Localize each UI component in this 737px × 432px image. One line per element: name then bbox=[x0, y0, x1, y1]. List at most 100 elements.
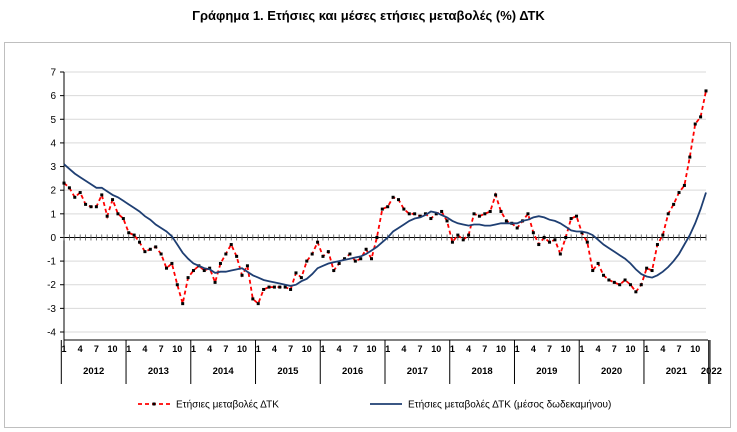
year-label: 2022 bbox=[701, 366, 722, 377]
data-point-marker bbox=[278, 285, 282, 289]
data-point-marker bbox=[440, 209, 444, 213]
data-point-marker bbox=[413, 212, 417, 216]
data-point-marker bbox=[553, 238, 557, 242]
data-point-marker bbox=[89, 205, 93, 209]
data-point-marker bbox=[467, 233, 471, 237]
data-point-marker bbox=[170, 261, 174, 265]
data-point-marker bbox=[100, 193, 104, 197]
data-point-marker bbox=[127, 231, 131, 235]
x-tick-label: 1 bbox=[126, 344, 131, 354]
data-point-marker bbox=[607, 278, 611, 282]
data-point-marker bbox=[531, 231, 535, 235]
x-tick-label: 7 bbox=[482, 344, 487, 354]
x-tick-label: 4 bbox=[78, 344, 83, 354]
x-tick-label: 4 bbox=[142, 344, 147, 354]
year-label: 2015 bbox=[277, 366, 299, 377]
data-point-marker bbox=[580, 231, 584, 235]
x-tick-label: 1 bbox=[450, 344, 455, 354]
data-point-marker bbox=[434, 212, 438, 216]
data-point-marker bbox=[94, 205, 98, 209]
data-point-marker bbox=[569, 217, 573, 221]
data-point-marker bbox=[208, 266, 212, 270]
data-point-marker bbox=[316, 240, 320, 244]
y-tick-label: -2 bbox=[47, 280, 56, 291]
data-point-marker bbox=[251, 297, 255, 301]
year-label: 2014 bbox=[213, 366, 235, 377]
series-line-annual bbox=[63, 90, 707, 306]
data-point-marker bbox=[138, 240, 142, 244]
data-point-marker bbox=[364, 247, 368, 251]
data-point-marker bbox=[375, 235, 379, 239]
y-tick-label: -3 bbox=[47, 304, 56, 315]
x-tick-label: 10 bbox=[625, 344, 635, 354]
x-tick-label: 4 bbox=[466, 344, 471, 354]
data-point-marker bbox=[305, 259, 309, 263]
data-point-marker bbox=[121, 217, 125, 221]
x-tick-label: 4 bbox=[401, 344, 406, 354]
data-point-marker bbox=[353, 259, 357, 263]
y-tick-label: 6 bbox=[50, 91, 56, 102]
legend-label-annual: Ετήσιες μεταβολές ΔΤΚ bbox=[176, 399, 279, 411]
x-tick-label: 4 bbox=[337, 344, 342, 354]
x-tick-label: 7 bbox=[353, 344, 358, 354]
data-point-marker bbox=[84, 202, 88, 206]
x-tick-label: 10 bbox=[367, 344, 377, 354]
data-point-marker bbox=[181, 302, 185, 306]
data-point-marker bbox=[143, 250, 147, 254]
data-point-marker bbox=[78, 191, 82, 195]
x-tick-label: 1 bbox=[61, 344, 66, 354]
data-point-marker bbox=[672, 202, 676, 206]
data-point-marker bbox=[396, 198, 400, 202]
data-point-marker bbox=[218, 261, 222, 265]
x-tick-label: 10 bbox=[561, 344, 571, 354]
x-tick-label: 4 bbox=[596, 344, 601, 354]
data-point-marker bbox=[499, 209, 503, 213]
data-point-marker bbox=[418, 214, 422, 218]
data-point-marker bbox=[299, 276, 303, 280]
data-point-marker bbox=[639, 283, 643, 287]
data-point-marker bbox=[618, 283, 622, 287]
data-point-marker bbox=[310, 252, 314, 256]
x-tick-label: 1 bbox=[644, 344, 649, 354]
data-point-marker bbox=[548, 240, 552, 244]
data-point-marker bbox=[283, 285, 287, 289]
data-point-marker bbox=[148, 247, 152, 251]
data-point-marker bbox=[575, 214, 579, 218]
x-tick-label: 7 bbox=[159, 344, 164, 354]
data-point-marker bbox=[165, 266, 169, 270]
x-tick-label: 4 bbox=[272, 344, 277, 354]
data-point-marker bbox=[445, 219, 449, 223]
x-tick-label: 7 bbox=[94, 344, 99, 354]
data-point-marker bbox=[677, 191, 681, 195]
x-tick-label: 4 bbox=[660, 344, 665, 354]
data-point-marker bbox=[472, 212, 476, 216]
data-point-marker bbox=[704, 89, 708, 93]
chart-frame bbox=[4, 42, 731, 428]
data-point-marker bbox=[111, 198, 115, 202]
data-point-marker bbox=[483, 212, 487, 216]
x-tick-label: 10 bbox=[431, 344, 441, 354]
data-point-marker bbox=[321, 254, 325, 258]
data-point-marker bbox=[634, 290, 638, 294]
data-point-marker bbox=[343, 257, 347, 261]
data-point-marker bbox=[337, 261, 341, 265]
data-point-marker bbox=[326, 250, 330, 254]
data-point-marker bbox=[116, 212, 120, 216]
data-point-marker bbox=[693, 122, 697, 126]
data-point-marker bbox=[245, 264, 249, 268]
data-point-marker bbox=[628, 283, 632, 287]
data-point-marker bbox=[62, 181, 66, 185]
data-point-marker bbox=[159, 252, 163, 256]
data-point-marker bbox=[105, 214, 109, 218]
data-point-marker bbox=[666, 212, 670, 216]
data-point-marker bbox=[526, 212, 530, 216]
data-point-marker bbox=[272, 285, 276, 289]
year-label: 2020 bbox=[601, 366, 622, 377]
y-tick-label: 1 bbox=[50, 209, 56, 220]
data-point-marker bbox=[515, 226, 519, 230]
data-point-marker bbox=[267, 285, 271, 289]
x-tick-label: 1 bbox=[515, 344, 520, 354]
y-tick-label: 2 bbox=[50, 186, 56, 197]
data-point-marker bbox=[202, 269, 206, 273]
x-tick-label: 4 bbox=[531, 344, 536, 354]
